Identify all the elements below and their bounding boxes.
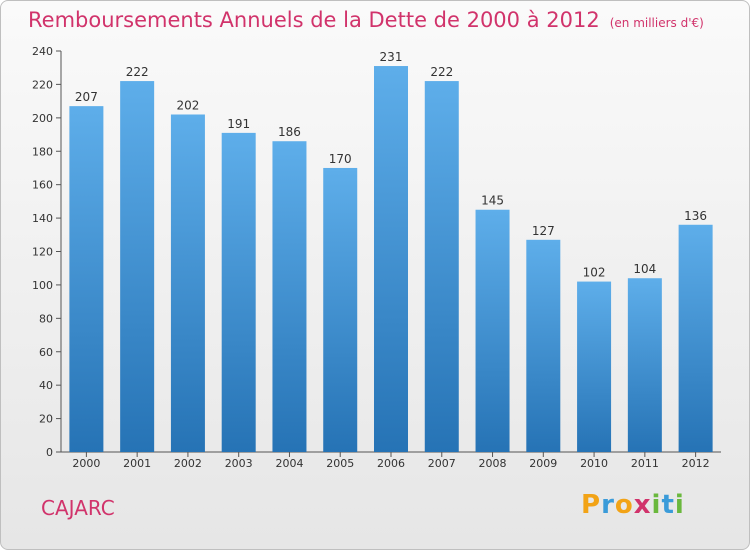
data-label-2008: 145 [481, 194, 504, 208]
bar-2000 [69, 106, 104, 452]
x-tick-label-2006: 2006 [377, 457, 405, 470]
bar-2006 [374, 66, 408, 452]
x-tick-label-2002: 2002 [174, 457, 202, 470]
y-tick-label: 180 [32, 145, 53, 158]
bar-2009 [526, 239, 561, 452]
bar-2011 [627, 278, 662, 452]
x-tick-label-2004: 2004 [275, 457, 303, 470]
bar-2008 [475, 209, 510, 452]
y-tick-label: 240 [32, 45, 53, 58]
bar-2002 [170, 114, 205, 452]
data-label-2010: 102 [583, 266, 606, 280]
x-tick-label-2005: 2005 [326, 457, 354, 470]
title-text: Remboursements Annuels de la Dette de 20… [28, 8, 600, 32]
proxiti-logo: Proxiti [581, 490, 685, 520]
y-tick-label: 0 [46, 446, 53, 459]
bar-2010 [577, 281, 612, 452]
y-tick-label: 140 [32, 212, 53, 225]
bar-2007 [424, 81, 459, 452]
x-tick-label-2012: 2012 [682, 457, 710, 470]
data-label-2012: 136 [684, 209, 707, 223]
title-unit: (en milliers d'€) [609, 16, 704, 30]
data-label-2007: 222 [430, 65, 453, 79]
x-tick-label-2001: 2001 [123, 457, 151, 470]
y-tick-label: 100 [32, 279, 53, 292]
y-tick-label: 120 [32, 246, 53, 259]
data-label-2005: 170 [329, 152, 352, 166]
bar-2005 [323, 167, 358, 453]
data-label-2000: 207 [75, 90, 98, 104]
bar-2001 [120, 81, 155, 452]
x-tick-label-2009: 2009 [529, 457, 557, 470]
data-label-2011: 104 [633, 262, 656, 276]
y-tick-label: 160 [32, 179, 53, 192]
data-label-2002: 202 [176, 98, 199, 112]
x-tick-label-2000: 2000 [72, 457, 100, 470]
y-tick-label: 40 [39, 379, 53, 392]
data-label-2006: 231 [380, 50, 403, 64]
data-label-2003: 191 [227, 117, 250, 131]
bar-2004 [272, 141, 307, 452]
x-tick-label-2003: 2003 [225, 457, 253, 470]
data-label-2009: 127 [532, 224, 555, 238]
x-tick-label-2007: 2007 [428, 457, 456, 470]
data-label-2004: 186 [278, 125, 301, 139]
y-tick-label: 60 [39, 346, 53, 359]
x-tick-label-2008: 2008 [479, 457, 507, 470]
x-tick-label-2011: 2011 [631, 457, 659, 470]
place-name: CAJARC [41, 496, 115, 520]
bar-2012 [678, 224, 713, 452]
y-tick-label: 200 [32, 112, 53, 125]
y-tick-label: 220 [32, 78, 53, 91]
chart-title: Remboursements Annuels de la Dette de 20… [28, 8, 704, 32]
y-tick-label: 20 [39, 413, 53, 426]
bar-2003 [221, 132, 256, 452]
x-tick-label-2010: 2010 [580, 457, 608, 470]
data-label-2001: 222 [126, 65, 149, 79]
y-tick-label: 80 [39, 312, 53, 325]
